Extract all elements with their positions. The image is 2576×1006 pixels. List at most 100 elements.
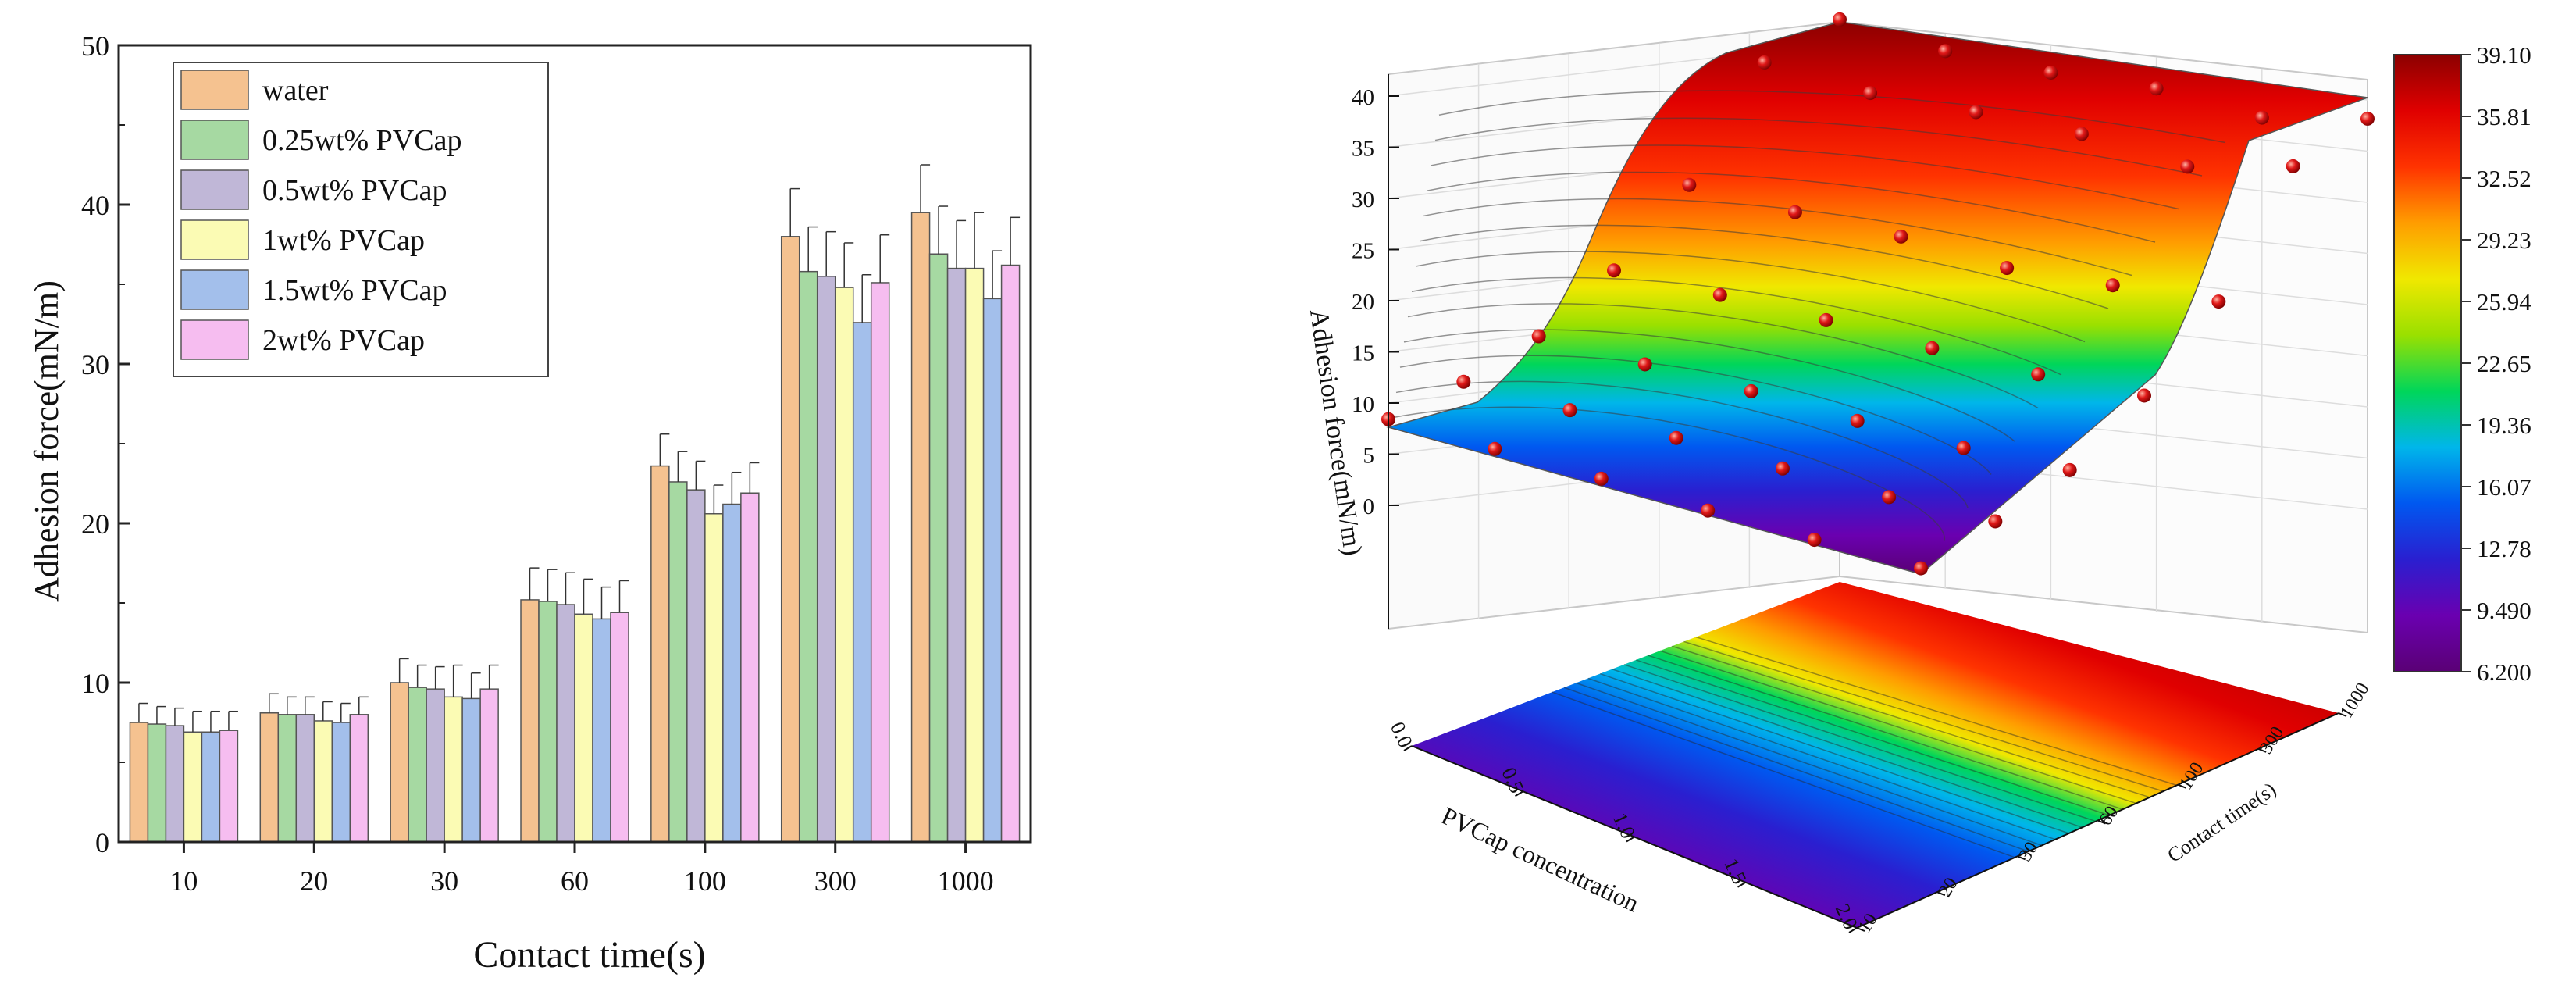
y-tick-mark [2257,747,2267,753]
projection-line [1671,645,2150,798]
z-tick-label: 10 [1352,392,1374,417]
bar [349,714,369,843]
bar-plot-frame [117,44,1032,844]
data-point [2254,110,2269,125]
colorbar-bar [2393,54,2462,672]
z-tick-label: 30 [1352,187,1374,212]
colorbar-label: 32.52 [2477,165,2531,192]
bar [1000,264,1021,843]
bar [964,267,985,843]
contour-line [1411,276,2062,376]
data-point [2149,81,2164,96]
projection-line [1587,677,2056,840]
projection-line [1612,669,2083,829]
bar [946,267,967,843]
data-point [1637,357,1652,372]
bar [259,712,280,843]
data-point [1682,177,1697,192]
data-point [1701,503,1716,518]
legend-label: 0.25wt% PVCap [262,124,461,157]
z-tick-label: 20 [1352,290,1374,315]
data-point [2000,261,2015,276]
colorbar-label: 35.81 [2477,103,2531,130]
bar [798,270,818,843]
bar [870,282,890,843]
legend-swatch [180,70,249,110]
data-point [1925,341,1940,355]
contour-line [1415,251,2086,343]
bar [610,612,629,843]
bar [408,687,427,843]
y-tick-label: 20 [81,508,109,540]
data-point [1744,383,1758,398]
bar [295,714,315,843]
bar [479,688,499,843]
x-tick-mark [1514,790,1524,797]
x-tick-label: 1000 [938,865,994,897]
bar [650,465,670,843]
projection-line [1576,682,2043,847]
projection-floor [1412,582,2339,928]
projection-line [1635,659,2110,816]
z-tick-label: 0 [1363,494,1375,519]
bar [668,481,688,843]
projection-line [1683,640,2164,792]
surface-data-points [1381,12,2375,576]
projection-line [1659,650,2137,804]
data-point [1594,471,1609,486]
y-tick-label: 1000 [2336,680,2373,722]
contour-line [1391,406,1945,541]
data-point [1914,561,1928,576]
bar [147,723,167,843]
data-point [1850,413,1865,428]
projection-line [1552,691,2015,858]
data-point [1757,55,1772,70]
x-tick-label: 60 [561,865,589,897]
bar [129,722,149,843]
bar [426,688,445,843]
contour-line [1427,171,2156,243]
bar [313,720,333,843]
legend-swatch [180,269,249,310]
x-tick-mark [1626,836,1635,843]
data-point [1882,490,1897,505]
data-point [1969,105,1983,120]
legend-label: 0.5wt% PVCap [262,174,447,207]
bar [852,322,872,843]
bar-x-ticks: 10 20 30 60 100 300 1000 [169,842,994,897]
bar [444,696,463,843]
y-tick-mark [2338,712,2347,717]
surface [1381,12,2375,576]
data-point [1938,44,1953,59]
colorbar-label: 22.65 [2477,350,2531,377]
data-point [1531,329,1546,344]
legend-swatch [180,219,249,260]
contour-line [1395,380,1969,508]
contour-line [1434,117,2203,177]
bar [574,613,593,843]
colorbar-label: 6.200 [2477,658,2531,686]
y-tick-mark [1856,927,1865,932]
bar [165,725,185,843]
surface-contour-lines [1391,90,2226,541]
data-point [1956,441,1971,455]
colorbar-labels: 39.10 35.81 32.52 29.23 25.94 22.65 19.36 16.07… [2461,41,2531,686]
y-tick-label: 50 [81,30,109,62]
data-point [2211,294,2226,309]
colorbar-label: 19.36 [2477,412,2531,439]
data-point [1669,430,1683,445]
z-tick-label: 5 [1363,444,1375,469]
bar [520,599,540,843]
bar [704,513,724,843]
surface-y-axis-label: Contact time(s) [2163,778,2280,867]
y-tick-label: 30 [81,349,109,380]
x-tick-label: 10 [169,865,198,897]
z-axis-ticks: 0 5 10 15 20 25 30 35 40 [1352,85,1399,519]
legend-swatch [180,319,249,360]
projection-line [1695,636,2177,787]
projection-contour-lines [1552,636,2177,858]
contour-line [1407,303,2039,409]
x-tick-label: 30 [430,865,458,897]
